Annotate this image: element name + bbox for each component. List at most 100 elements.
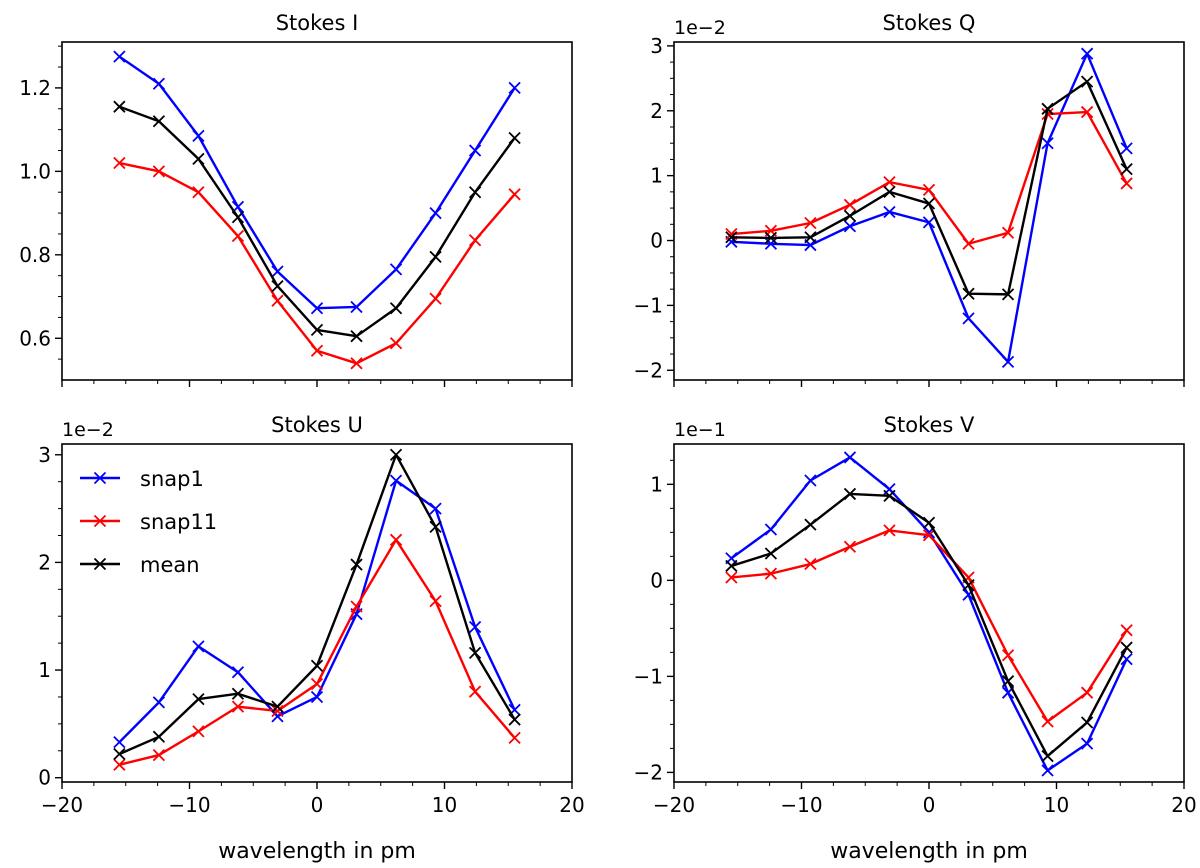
stokes-i-ytick-label: 1.0 <box>19 159 51 183</box>
stokes-v-series-mean-point <box>1080 716 1094 729</box>
stokes-q-ytick-label: 2 <box>650 99 663 123</box>
stokes-q-series-mean-point <box>1001 288 1015 301</box>
stokes-i-series-mean-point <box>231 211 245 224</box>
stokes-i-series-mean-line <box>118 105 516 338</box>
stokes-q-series-snap11-point <box>1080 105 1094 119</box>
stokes-v-series-snap11-point <box>725 571 738 584</box>
stokes-v-series-mean-point <box>922 516 936 529</box>
stokes-u-xtick-label: 20 <box>559 793 584 817</box>
stokes-u-series-snap1-point <box>468 620 482 634</box>
legend-mean-marker <box>93 557 107 571</box>
stokes-i-series-mean-point <box>192 152 205 165</box>
stokes-u-series-mean-point <box>468 646 482 659</box>
stokes-i-series-snap11-line <box>119 161 516 365</box>
stokes-i-series-snap11-point <box>152 165 166 178</box>
stokes-q-ytick-label: −1 <box>634 293 663 317</box>
stokes-u-xtick-label: −20 <box>41 793 83 817</box>
stokes-i-series-mean-point <box>389 302 403 315</box>
stokes-u-series-snap1-point <box>429 502 442 515</box>
stokes-q-ytick-label: −2 <box>634 358 663 382</box>
stokes-i-series-snap11-point <box>192 186 205 199</box>
stokes-v-series-snap11-line <box>731 529 1128 723</box>
stokes-u-series-snap11-point <box>192 725 205 738</box>
stokes-v-series-snap1-point <box>804 474 817 487</box>
stokes-v-ytick-label: −1 <box>634 664 663 688</box>
stokes-i-ytick-label: 0.6 <box>19 326 51 350</box>
stokes-u-xtick-label: −10 <box>168 793 210 817</box>
stokes-i-title: Stokes I <box>276 11 359 35</box>
legend-snap1-marker <box>93 471 107 485</box>
stokes-q-ytick-label: 1 <box>650 164 663 188</box>
stokes-u-series-mean-point <box>350 558 363 571</box>
stokes-i-series-snap11-point <box>350 357 363 370</box>
stokes-q-series-snap11-point <box>1120 177 1133 190</box>
stokes-u-title: Stokes U <box>271 413 363 437</box>
legend-snap11-marker <box>93 514 107 528</box>
stokes-i-series-snap1-point <box>429 206 442 220</box>
legend-mean-label: mean <box>140 553 200 577</box>
stokes-q-series-snap1-point <box>1041 137 1054 150</box>
stokes-i-series-snap11-point <box>310 344 324 357</box>
legend-snap11-label: snap11 <box>140 510 217 534</box>
stokes-q-series-mean-point <box>1041 102 1054 115</box>
legend-snap1-label: snap1 <box>140 467 204 491</box>
stokes-v-series-snap11-point <box>1120 624 1133 637</box>
stokes-u-series-mean-point <box>429 520 442 534</box>
stokes-u-series-snap11-point <box>350 600 363 613</box>
stokes-q-series-mean-point <box>922 197 936 210</box>
stokes-q-series-snap11-point <box>883 175 896 189</box>
stokes-u-series-snap11-point <box>231 700 245 713</box>
stokes-u-series-mean-point <box>192 692 205 706</box>
stokes-u-series-mean-point <box>271 700 284 713</box>
stokes-q-axes-frame <box>673 41 1185 381</box>
stokes-i-series-mean-point <box>271 279 284 293</box>
stokes-q-series-snap11-point <box>843 198 857 211</box>
stokes-q-series-snap1-point <box>962 312 975 325</box>
stokes-v-xlabel: wavelength in pm <box>830 839 1028 864</box>
stokes-q-ytick-label: 3 <box>650 34 663 58</box>
stokes-i-series-snap1-point <box>192 129 205 143</box>
stokes-v-xtick-label: 0 <box>923 793 936 817</box>
stokes-i-series-snap11-point <box>508 188 521 201</box>
stokes-i-series-mean-point <box>310 323 324 337</box>
stokes-v-ytick-label: −2 <box>634 760 663 784</box>
stokes-q-series-snap1-point <box>1080 47 1094 60</box>
stokes-q-series-snap1-line <box>731 52 1128 364</box>
stokes-q-series-snap11-point <box>1001 226 1015 239</box>
stokes-u-series-snap1-point <box>152 696 166 709</box>
stokes-q-series-snap1-point <box>1120 142 1133 155</box>
stokes-q-series-mean-point <box>764 231 778 245</box>
stokes-u-series-mean-point <box>152 730 166 743</box>
stokes-q-series-mean-point <box>1120 163 1133 176</box>
stokes-v-series-snap11-point <box>1001 649 1015 662</box>
stokes-v-series-snap11-point <box>1080 686 1094 699</box>
stokes-u-series-snap11-point <box>508 731 521 745</box>
stokes-q-ytick-label: 0 <box>650 229 663 253</box>
stokes-q-series-snap1-point <box>922 216 936 229</box>
stokes-i-series-snap11-point <box>389 337 403 350</box>
stokes-v-series-mean-point <box>883 489 896 502</box>
stokes-v-series-mean-point <box>843 487 857 501</box>
stokes-q-series-snap1-point <box>764 237 778 250</box>
stokes-q-series-snap1-point <box>1001 355 1015 368</box>
stokes-u-series-mean-point <box>231 687 245 700</box>
stokes-u-series-snap11-point <box>113 758 126 771</box>
stokes-q-series-mean-point <box>843 209 857 223</box>
stokes-v-xtick-label: −10 <box>780 793 822 817</box>
stokes-v-panel: Stokes V1e−1−20 −10 0 10 20−2−101wavelength … <box>634 413 1197 864</box>
stokes-q-series-mean-point <box>804 231 817 244</box>
stokes-v-ytick-label: 0 <box>650 568 663 592</box>
stokes-u-xlabel: wavelength in pm <box>218 839 416 864</box>
stokes-i-series-snap11-point <box>271 294 284 307</box>
stokes-v-series-snap11-point <box>843 540 857 553</box>
stokes-u-ytick-label: 2 <box>38 550 51 574</box>
stokes-v-offset-label: 1e−1 <box>674 419 726 441</box>
stokes-v-series-snap11-point <box>922 529 936 542</box>
stokes-v-series-snap11-point <box>1041 715 1054 728</box>
stokes-q-series-snap1-point <box>883 205 896 219</box>
stokes-u-series-snap11-point <box>152 748 166 762</box>
stokes-v-series-mean-point <box>764 547 778 560</box>
stokes-u-series-snap1-point <box>310 690 324 704</box>
stokes-v-series-mean-point <box>962 579 975 592</box>
